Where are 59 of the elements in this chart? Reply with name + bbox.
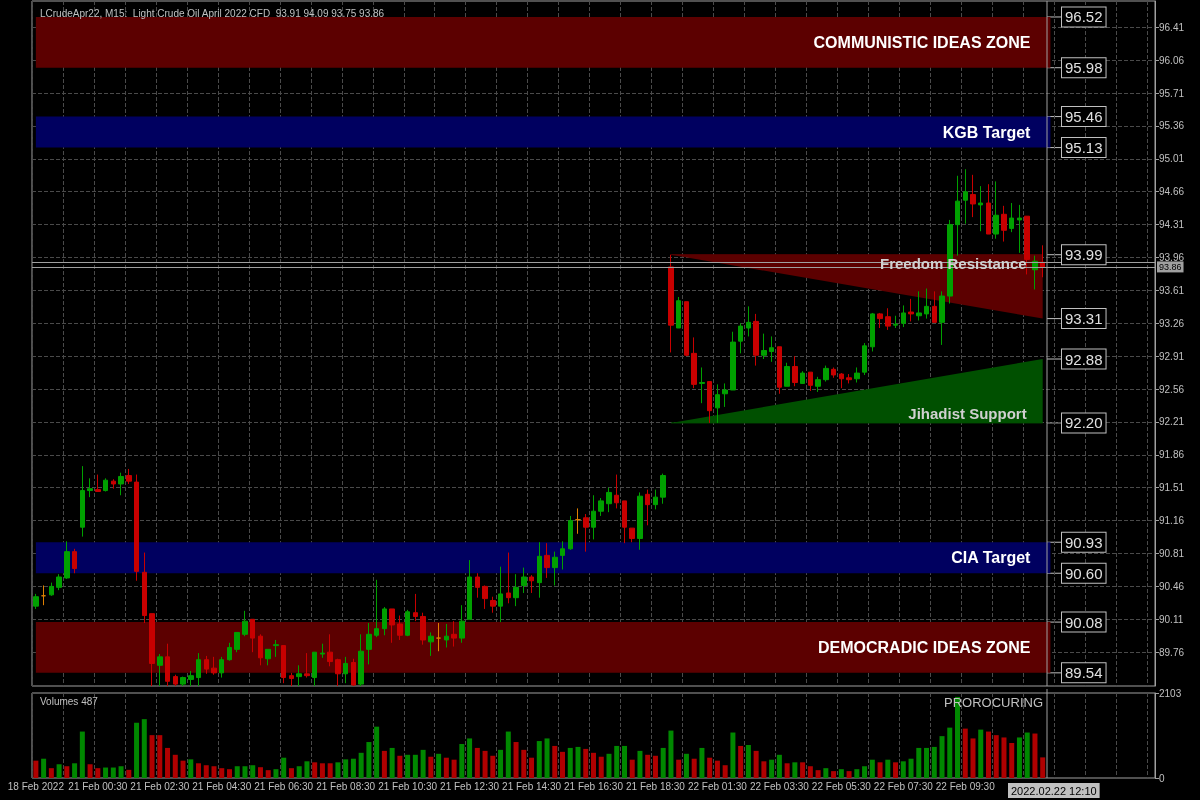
x-tick-label: 22 Feb 09:30 <box>935 780 996 792</box>
x-tick-label: 22 Feb 03:30 <box>749 780 810 792</box>
x-tick-label: 21 Feb 18:30 <box>625 780 686 792</box>
x-tick-label: 21 Feb 08:30 <box>316 780 376 792</box>
x-tick-label: 22 Feb 07:30 <box>873 780 934 792</box>
annotation: 93.99 <box>1065 246 1103 264</box>
band-label: COMMUNISTIC IDEAS ZONE <box>813 33 1031 51</box>
annotation: 95.46 <box>1065 108 1103 126</box>
y-tick-label: 92.56 <box>1159 383 1185 395</box>
y-tick-label: 90.11 <box>1159 613 1184 625</box>
band-label: CIA Target <box>951 549 1032 567</box>
annotation: 92.20 <box>1065 414 1103 432</box>
series-label: Jihadist Support <box>908 404 1027 422</box>
annotation: 90.08 <box>1065 613 1103 631</box>
x-tick-label: 21 Feb 12:30 <box>440 780 500 792</box>
annotation: 96.52 <box>1065 8 1103 26</box>
x-tick-label: 21 Feb 00:30 <box>68 780 128 792</box>
y-tick-label: 93.96 <box>1159 252 1185 264</box>
annotation: 89.54 <box>1065 664 1103 682</box>
x-tick-label: 21 Feb 04:30 <box>192 780 252 792</box>
x-tick-label: 21 Feb 02:30 <box>130 780 190 792</box>
y-tick-label: 95.71 <box>1159 87 1185 99</box>
x-tick-label: 22 Feb 05:30 <box>811 780 872 792</box>
y-tick-label: 93.26 <box>1159 317 1185 329</box>
chart-title: Volumes 487 <box>40 695 99 707</box>
y-tick-label: 92.91 <box>1159 350 1185 362</box>
annotation: 90.60 <box>1065 564 1103 582</box>
y-tick-label: 93.61 <box>1159 284 1185 296</box>
x-tick-label: 21 Feb 16:30 <box>564 780 624 792</box>
y-tick-label: 90.46 <box>1159 580 1185 592</box>
y-tick-label: 0 <box>1159 772 1165 784</box>
text: LCrudeApr22, M15: Light Crude Oil April 2022 CFD 93.91 94.09 93.75 93.86 <box>40 7 385 19</box>
x-tick-label: 22 Feb 01:30 <box>687 780 748 792</box>
x-tick-label: 21 Feb 10:30 <box>378 780 438 792</box>
y-tick-label: 92.21 <box>1159 416 1185 428</box>
y-tick-label: 96.41 <box>1159 21 1185 33</box>
annotation: 95.98 <box>1065 59 1103 77</box>
band-label: DEMOCRADIC IDEAS ZONE <box>817 638 1031 656</box>
y-tick-label: 91.51 <box>1159 482 1185 494</box>
y-tick-label: 2103 <box>1159 687 1182 699</box>
text: 2022.02.22 12:10 <box>1011 784 1097 797</box>
annotation: 95.13 <box>1065 139 1103 157</box>
x-tick-label: 21 Feb 06:30 <box>254 780 314 792</box>
annotation: 90.93 <box>1065 533 1103 551</box>
y-tick-label: 89.76 <box>1159 646 1185 658</box>
annotation: 92.88 <box>1065 350 1103 368</box>
band-label: KGB Target <box>942 123 1032 141</box>
y-tick-label: 90.81 <box>1159 548 1185 560</box>
ref-line-label: 93.86 <box>1159 261 1182 272</box>
x-tick-label: 18 Feb 2022 <box>7 780 65 792</box>
annotation: 93.31 <box>1065 310 1103 328</box>
y-tick-label: 94.31 <box>1159 219 1185 231</box>
y-tick-label: 94.66 <box>1159 186 1185 198</box>
y-tick-label: 95.01 <box>1159 153 1185 165</box>
y-tick-label: 91.16 <box>1159 515 1185 527</box>
x-tick-label: 21 Feb 14:30 <box>502 780 562 792</box>
y-tick-label: 95.36 <box>1159 120 1185 132</box>
y-tick-label: 91.86 <box>1159 449 1185 461</box>
y-tick-label: 96.06 <box>1159 54 1185 66</box>
